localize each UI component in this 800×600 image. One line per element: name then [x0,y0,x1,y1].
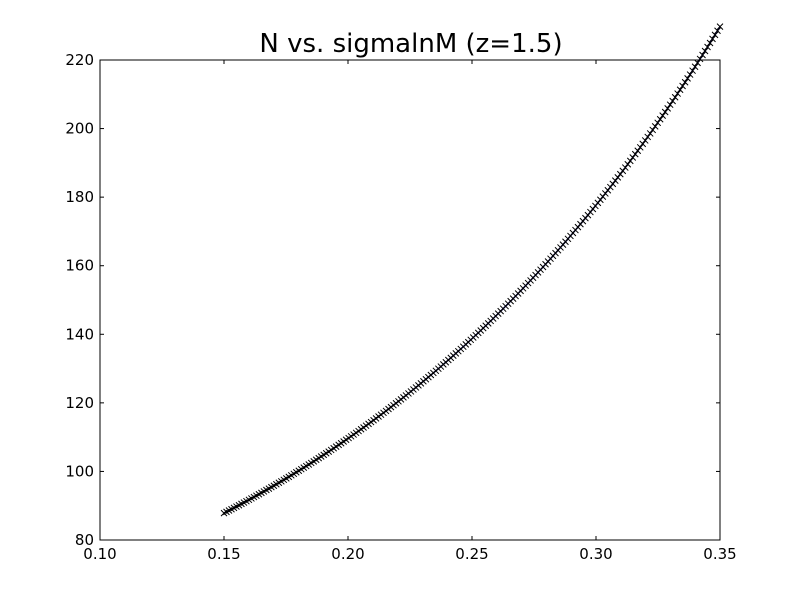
data-point-marker [641,137,649,144]
y-tick-label: 80 [75,531,94,549]
data-point-marker [709,35,716,43]
y-axis: 80 100 120 140 160 180 200 220 [65,51,720,549]
data-point-marker [664,104,672,112]
data-point-marker [696,55,704,63]
data-point-marker [706,39,714,47]
data-point-marker [694,59,701,67]
data-point-marker [679,82,686,90]
x-tick-label: 0.30 [579,545,612,563]
data-point-marker [651,123,659,130]
data-point-marker [636,143,644,151]
data-point-marker [606,183,614,191]
data-point-marker [674,90,681,97]
data-point-marker [699,51,706,59]
data-point-marker [626,157,634,165]
data-point-marker [644,133,652,141]
data-point-marker [611,177,619,184]
data-point-marker [676,86,684,94]
x-tick-label: 0.25 [455,545,488,563]
chart-title: N vs. sigmalnM (z=1.5) [259,29,562,59]
data-point-marker [689,67,696,75]
data-point-marker [639,140,647,148]
data-point-marker [659,112,667,119]
data-point-marker [614,174,622,181]
data-point-marker [649,126,657,134]
data-point-marker [714,27,721,35]
data-point-marker [716,23,724,30]
data-point-marker [711,31,719,39]
data-point-marker [684,75,691,82]
x-tick-label: 0.20 [331,545,364,563]
data-point-marker [624,160,632,168]
data-point-marker [686,71,694,78]
data-point-marker [671,93,679,101]
data-point-marker [621,164,629,171]
data-point-marker [701,47,709,55]
plot-frame [99,59,721,541]
data-point-marker [661,108,669,116]
y-tick-label: 220 [65,51,94,69]
y-tick-label: 100 [65,462,94,480]
y-tick-label: 120 [65,394,94,412]
data-point-marker [704,43,711,51]
data-point-marker [619,167,627,175]
data-point-marker [681,78,689,86]
data-point-marker [669,97,676,105]
data-point-marker [609,180,617,188]
data-point-marker [656,115,664,123]
data-point-marker [634,147,642,155]
data-point-marker [654,119,662,127]
series-group [220,23,724,517]
data-point-marker [691,63,699,71]
y-tick-label: 140 [65,325,94,343]
x-tick-label: 0.15 [207,545,240,563]
data-point-marker [666,101,674,109]
data-point-marker [631,150,639,158]
y-tick-label: 180 [65,188,94,206]
data-point-marker [646,130,654,137]
data-point-marker [629,154,637,161]
x-tick-label: 0.35 [703,545,736,563]
y-tick-label: 160 [65,257,94,275]
data-point-marker [616,170,624,178]
y-tick-label: 200 [65,120,94,138]
x-axis: 0.10 0.15 0.20 0.25 0.30 0.35 [83,60,737,563]
x-tick-label: 0.10 [83,545,116,563]
